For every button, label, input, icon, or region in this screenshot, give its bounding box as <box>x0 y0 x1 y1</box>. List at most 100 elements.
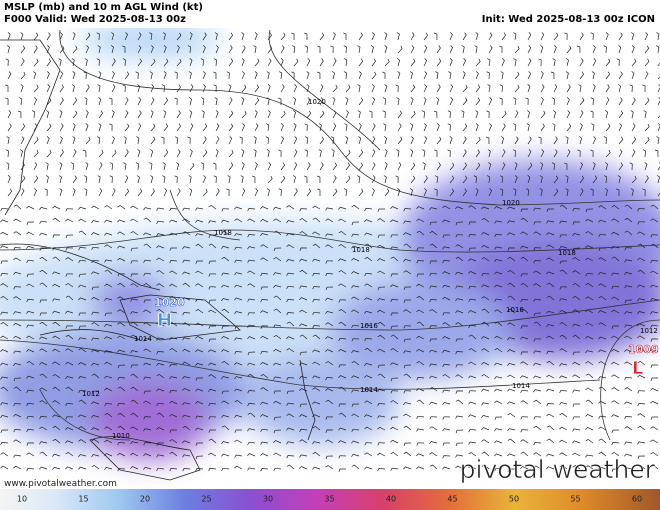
wind-barb <box>520 256 529 262</box>
wind-barb <box>72 149 77 158</box>
wind-barb <box>345 175 351 184</box>
isobar-label: 1016 <box>506 306 524 314</box>
wind-barb <box>82 149 87 158</box>
wind-barb <box>455 256 464 262</box>
wind-barb <box>97 45 101 54</box>
wind-barb <box>78 297 87 301</box>
wind-barb <box>618 45 622 54</box>
wind-barb <box>239 136 243 145</box>
wind-barb <box>629 162 633 171</box>
wind-barb <box>423 84 428 93</box>
wind-barb <box>624 467 633 471</box>
wind-barb <box>345 162 351 171</box>
wind-barb <box>247 246 256 250</box>
wind-barb <box>572 440 581 444</box>
wind-barb <box>364 273 373 277</box>
wind-barb <box>397 45 403 54</box>
wind-barb <box>358 162 364 171</box>
wind-barb <box>273 376 282 380</box>
wind-barb <box>343 45 347 54</box>
wind-barb <box>592 84 596 93</box>
wind-barb <box>397 136 403 145</box>
wind-barb <box>475 32 479 41</box>
wind-barb <box>357 175 361 184</box>
wind-barb <box>507 349 516 353</box>
wind-barb <box>286 427 295 431</box>
wind-barb <box>338 412 347 418</box>
wind-barb <box>124 110 129 119</box>
wind-barb <box>213 71 217 79</box>
wind-barb <box>280 58 284 67</box>
wind-barb <box>306 162 311 171</box>
wind-barb <box>461 45 465 54</box>
wind-barb <box>325 286 334 291</box>
wind-barb <box>611 218 620 223</box>
wind-barb <box>33 97 38 106</box>
wind-barb <box>429 426 438 431</box>
wind-barb <box>52 335 61 340</box>
wind-barb <box>624 299 633 304</box>
wind-barb <box>592 136 597 145</box>
wind-barb <box>442 336 451 340</box>
wind-barb <box>344 123 348 132</box>
wind-barb <box>253 45 257 54</box>
wind-barb <box>182 387 191 392</box>
wind-barb <box>390 400 399 405</box>
wind-barb <box>533 416 542 420</box>
wind-barb <box>507 269 516 275</box>
wind-barb <box>156 270 165 275</box>
wind-barb <box>150 97 155 106</box>
wind-barb <box>585 387 594 392</box>
wind-barb <box>208 349 217 353</box>
header-bg <box>0 0 660 28</box>
wind-barb <box>124 175 129 184</box>
wind-barb <box>442 260 451 264</box>
wind-barb <box>410 136 414 145</box>
wind-barb <box>403 413 412 418</box>
wind-barb <box>475 110 479 119</box>
wind-barb <box>143 232 152 236</box>
wind-barb <box>13 454 22 458</box>
wind-barb <box>377 389 386 393</box>
wind-barb <box>117 442 126 446</box>
wind-barb <box>629 84 633 93</box>
wind-barb <box>143 282 152 288</box>
wind-barb <box>319 136 325 145</box>
wind-barb <box>631 136 637 145</box>
wind-barb <box>494 362 503 366</box>
wind-barb <box>475 58 481 67</box>
wind-barb <box>520 308 529 314</box>
wind-barb <box>156 412 165 418</box>
wind-barb <box>84 188 88 197</box>
wind-barb <box>304 123 308 132</box>
wind-barb <box>447 110 451 119</box>
wind-barb <box>338 468 346 472</box>
wind-barb <box>553 84 558 93</box>
wind-barb <box>592 175 598 184</box>
wind-barb <box>507 453 516 457</box>
wind-barb <box>182 207 191 211</box>
wind-barb <box>416 218 425 223</box>
wind-barb <box>124 71 130 80</box>
wind-barb <box>377 334 386 340</box>
wind-barb <box>78 426 87 431</box>
wind-barb <box>429 243 438 249</box>
wind-barb <box>212 162 217 171</box>
wind-barb <box>20 45 26 54</box>
wind-barb <box>130 283 139 288</box>
wind-barb <box>481 284 490 288</box>
wind-barb <box>540 123 545 132</box>
wind-barb <box>260 453 269 457</box>
wind-barb <box>442 374 451 379</box>
wind-barb <box>650 204 659 210</box>
wind-barb <box>345 84 351 93</box>
wind-barb <box>494 453 503 457</box>
wind-barb <box>5 58 9 67</box>
wind-barb <box>240 175 244 184</box>
wind-barb <box>174 97 178 106</box>
wind-barb <box>533 312 542 317</box>
wind-barb <box>117 296 126 301</box>
wind-barb <box>592 58 597 67</box>
wind-barb <box>59 136 63 145</box>
wind-barb <box>442 322 451 327</box>
